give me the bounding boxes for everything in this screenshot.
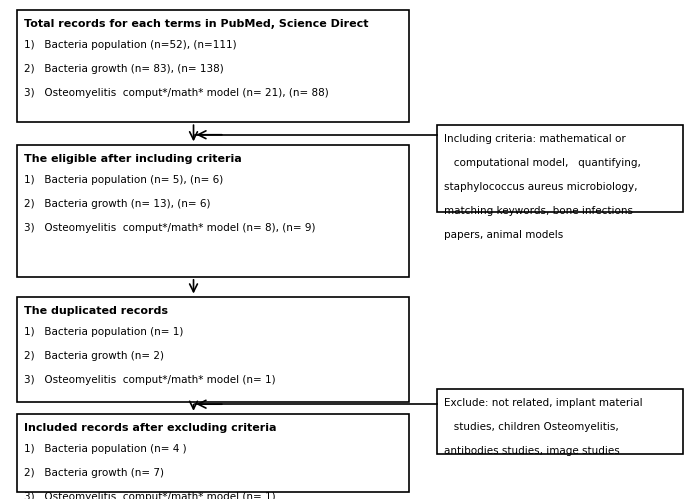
Text: studies, children Osteomyelitis,: studies, children Osteomyelitis, (444, 422, 618, 432)
Text: The duplicated records: The duplicated records (24, 306, 168, 316)
Text: 1)   Bacteria population (n=52), (n=111): 1) Bacteria population (n=52), (n=111) (24, 40, 237, 50)
Text: Included records after excluding criteria: Included records after excluding criteri… (24, 423, 277, 433)
Text: papers, animal models: papers, animal models (444, 230, 563, 240)
Text: Total records for each terms in PubMed, Science Direct: Total records for each terms in PubMed, … (24, 19, 369, 29)
Bar (437, 125, 683, 212)
Text: 1)   Bacteria population (n= 5), (n= 6): 1) Bacteria population (n= 5), (n= 6) (24, 175, 224, 185)
Text: antibodies studies, image studies: antibodies studies, image studies (444, 446, 620, 456)
Text: 2)   Bacteria growth (n= 83), (n= 138): 2) Bacteria growth (n= 83), (n= 138) (24, 64, 224, 74)
Text: Including criteria: mathematical or: Including criteria: mathematical or (444, 134, 625, 144)
Text: 2)   Bacteria growth (n= 13), (n= 6): 2) Bacteria growth (n= 13), (n= 6) (24, 199, 211, 209)
Text: 3)   Osteomyelitis  comput*/math* model (n= 1): 3) Osteomyelitis comput*/math* model (n=… (24, 375, 276, 385)
Bar (17, 414, 409, 492)
Bar (17, 145, 409, 277)
Bar (437, 389, 683, 454)
Text: 2)   Bacteria growth (n= 7): 2) Bacteria growth (n= 7) (24, 468, 164, 478)
Text: The eligible after including criteria: The eligible after including criteria (24, 154, 242, 164)
Text: staphylococcus aureus microbiology,: staphylococcus aureus microbiology, (444, 182, 637, 192)
Text: 2)   Bacteria growth (n= 2): 2) Bacteria growth (n= 2) (24, 351, 164, 361)
Bar (17, 297, 409, 402)
Text: Exclude: not related, implant material: Exclude: not related, implant material (444, 398, 642, 408)
Text: 1)   Bacteria population (n= 4 ): 1) Bacteria population (n= 4 ) (24, 444, 187, 454)
Text: 3)   Osteomyelitis  comput*/math* model (n= 21), (n= 88): 3) Osteomyelitis comput*/math* model (n=… (24, 88, 329, 98)
Text: 3)   Osteomyelitis  comput*/math* model (n= 1): 3) Osteomyelitis comput*/math* model (n=… (24, 492, 276, 499)
Text: matching keywords, bone infections: matching keywords, bone infections (444, 206, 633, 216)
Text: computational model,   quantifying,: computational model, quantifying, (444, 158, 640, 168)
Bar (17, 10, 409, 122)
Text: 3)   Osteomyelitis  comput*/math* model (n= 8), (n= 9): 3) Osteomyelitis comput*/math* model (n=… (24, 223, 316, 233)
Text: 1)   Bacteria population (n= 1): 1) Bacteria population (n= 1) (24, 327, 184, 337)
